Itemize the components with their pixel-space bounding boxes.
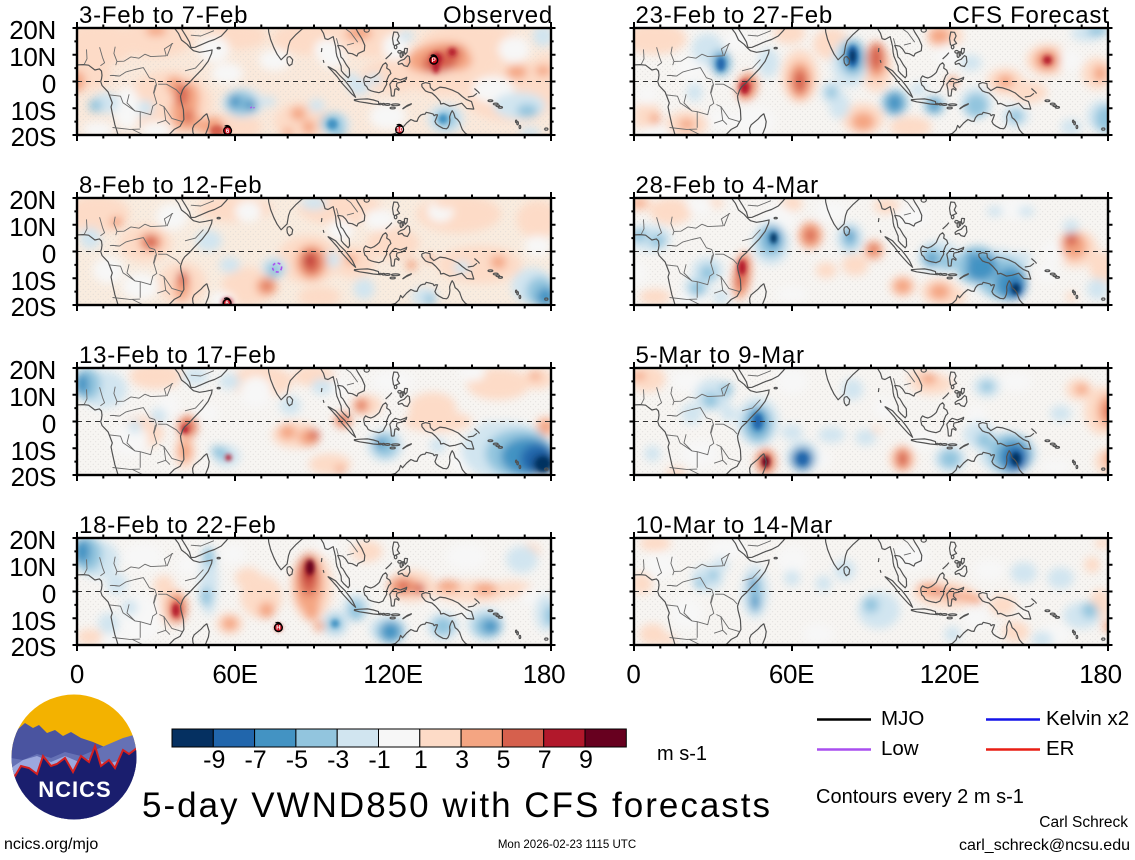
svg-text:10: 10 bbox=[396, 128, 403, 134]
svg-text:NCICS: NCICS bbox=[38, 777, 111, 802]
svg-text:6: 6 bbox=[226, 129, 230, 135]
svg-text:H: H bbox=[276, 626, 280, 632]
svg-text:P: P bbox=[432, 58, 436, 64]
svg-text:6: 6 bbox=[225, 301, 229, 307]
